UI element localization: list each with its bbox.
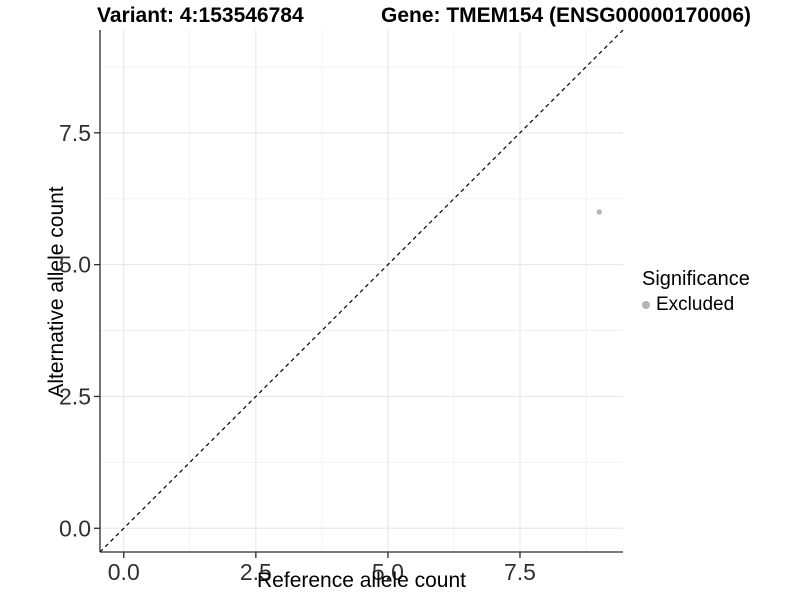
x-tick-label: 0.0 <box>108 559 140 585</box>
legend-title: Significance <box>642 268 750 290</box>
legend-item-excluded: Excluded <box>642 294 750 316</box>
data-point-excluded <box>596 209 602 215</box>
y-tick-label: 0.0 <box>59 515 91 541</box>
legend-point-icon <box>642 301 650 309</box>
identity-dashed-line <box>99 29 624 553</box>
y-tick-label: 5.0 <box>59 252 91 278</box>
legend: Significance Excluded <box>642 268 750 316</box>
plot-title-variant: Variant: 4:153546784 <box>97 4 304 27</box>
plot-title-gene: Gene: TMEM154 (ENSG00000170006) <box>381 4 752 27</box>
y-tick-label: 7.5 <box>59 120 91 146</box>
x-tick-label: 7.5 <box>504 559 536 585</box>
x-axis-title: Reference allele count <box>257 569 466 592</box>
x-tick-label: 5.0 <box>372 559 404 585</box>
legend-item-label: Excluded <box>656 294 735 315</box>
y-tick-label: 2.5 <box>59 383 91 409</box>
x-tick-label: 2.5 <box>240 559 272 585</box>
